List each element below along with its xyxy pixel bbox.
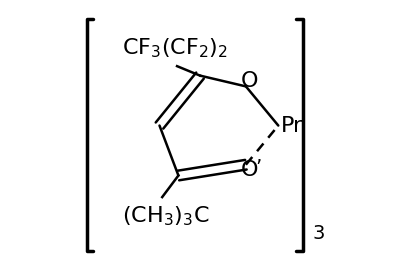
Text: O: O (241, 71, 259, 91)
Text: ’: ’ (255, 158, 261, 177)
Text: CF$_3$(CF$_2$)$_2$: CF$_3$(CF$_2$)$_2$ (122, 37, 228, 60)
Text: (CH$_3$)$_3$C: (CH$_3$)$_3$C (122, 204, 209, 228)
Text: 3: 3 (312, 224, 324, 243)
Text: Pr: Pr (281, 116, 303, 136)
Text: O: O (241, 160, 259, 180)
